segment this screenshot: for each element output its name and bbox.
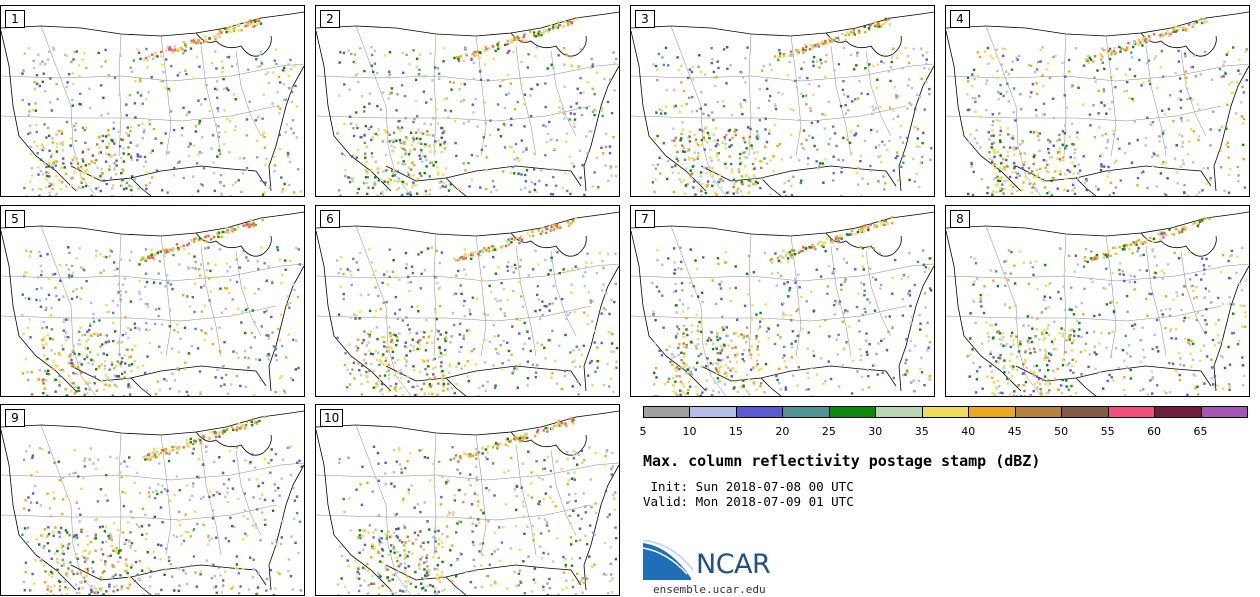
member-panel: 10	[315, 404, 620, 596]
member-number: 4	[950, 10, 970, 28]
member-panel: 6	[315, 205, 620, 397]
colorbar-swatch	[1061, 406, 1109, 418]
reflectivity-map	[631, 11, 934, 196]
member-number: 5	[5, 210, 25, 228]
member-number: 3	[635, 10, 655, 28]
member-panel: 8	[945, 205, 1250, 397]
colorbar-swatch	[643, 406, 691, 418]
member-number: 10	[320, 409, 344, 427]
colorbar-swatch	[875, 406, 923, 418]
member-number: 2	[320, 10, 340, 28]
colorbar-swatch	[782, 406, 830, 418]
reflectivity-map	[1, 410, 304, 595]
colorbar-tick: 15	[728, 425, 743, 438]
member-number: 7	[635, 210, 655, 228]
reflectivity-map	[631, 211, 934, 396]
colorbar-tick: 65	[1193, 425, 1208, 438]
member-number: 9	[5, 409, 25, 427]
member-number: 1	[5, 10, 25, 28]
colorbar-tick-labels: 5 10 15 20 25 30 35 40 45 50 55 60 65	[639, 425, 1260, 439]
ncar-logo-text: NCAR	[696, 549, 771, 580]
colorbar	[643, 406, 1248, 420]
ensemble-url: ensemble.ucar.edu	[653, 583, 766, 596]
colorbar-tick: 60	[1147, 425, 1162, 438]
init-time: Init: Sun 2018-07-08 00 UTC	[643, 479, 854, 494]
reflectivity-map	[316, 211, 619, 396]
member-panel: 9	[0, 404, 305, 596]
colorbar-swatch	[689, 406, 737, 418]
member-panel: 4	[945, 5, 1250, 197]
colorbar-tick: 45	[1007, 425, 1022, 438]
colorbar-swatch	[1154, 406, 1202, 418]
colorbar-tick: 20	[775, 425, 790, 438]
colorbar-swatch	[1200, 406, 1248, 418]
colorbar-tick: 30	[868, 425, 883, 438]
colorbar-tick: 35	[914, 425, 929, 438]
colorbar-tick: 50	[1054, 425, 1069, 438]
reflectivity-map	[1, 211, 304, 396]
colorbar-tick: 25	[821, 425, 836, 438]
figure-title: Max. column reflectivity postage stamp (…	[643, 452, 1041, 470]
colorbar-tick: 40	[961, 425, 976, 438]
member-panel: 1	[0, 5, 305, 197]
colorbar-tick: 55	[1100, 425, 1115, 438]
colorbar-swatch	[921, 406, 970, 418]
colorbar-swatch	[828, 406, 877, 418]
reflectivity-map	[316, 410, 619, 595]
member-panel: 2	[315, 5, 620, 197]
colorbar-tick: 5	[639, 425, 647, 438]
colorbar-swatch	[735, 406, 784, 418]
reflectivity-map	[946, 11, 1249, 196]
reflectivity-map	[1, 11, 304, 196]
member-number: 8	[950, 210, 970, 228]
reflectivity-map	[316, 11, 619, 196]
member-panel: 7	[630, 205, 935, 397]
reflectivity-map	[946, 211, 1249, 396]
member-number: 6	[320, 210, 340, 228]
member-panel: 5	[0, 205, 305, 397]
colorbar-swatch	[1014, 406, 1063, 418]
colorbar-swatch	[968, 406, 1016, 418]
member-panel: 3	[630, 5, 935, 197]
colorbar-tick: 10	[682, 425, 697, 438]
valid-time: Valid: Mon 2018-07-09 01 UTC	[643, 494, 854, 509]
colorbar-swatch	[1107, 406, 1156, 418]
ncar-logo-icon	[643, 540, 694, 580]
